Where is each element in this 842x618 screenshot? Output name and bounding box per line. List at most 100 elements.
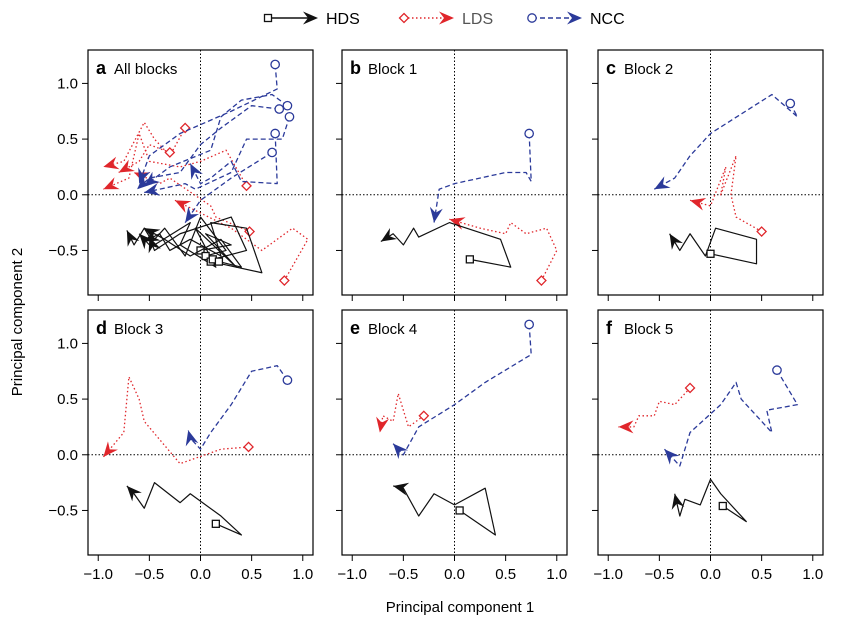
x-axis-title: Principal component 1 [386, 599, 534, 616]
trajectory-line [669, 227, 758, 265]
trajectory-line [103, 121, 186, 168]
end-arrowhead [103, 177, 120, 190]
series-lds [449, 217, 558, 286]
end-arrowhead [690, 198, 707, 211]
panel-letter: f [606, 318, 613, 338]
start-marker-diamond [179, 122, 191, 134]
panel-data [653, 93, 799, 265]
series-ncc [429, 128, 535, 223]
start-marker-circle [282, 100, 293, 111]
legend-label: NCC [590, 11, 625, 28]
trajectory-line [143, 93, 288, 187]
x-tick-label: 0.5 [495, 566, 516, 583]
end-arrowhead [567, 11, 582, 25]
panel-d: d Block 3 −1.0 −0.5 0.0 0.5 1.0 1.0 0.5 0.0 −0.5 [48, 309, 314, 583]
panel-c: c Block 2 [592, 49, 824, 301]
y-tick-label: 0.5 [57, 131, 78, 148]
x-tick-label: 0.0 [700, 566, 721, 583]
panel-name: Block 3 [114, 321, 163, 338]
x-tick-label: 0.5 [751, 566, 772, 583]
x-tick-label: −0.5 [645, 566, 675, 583]
start-marker-circle [527, 13, 537, 23]
series-hds [393, 482, 497, 536]
y-tick-label: −0.5 [48, 242, 78, 259]
end-arrowhead [138, 167, 151, 184]
end-arrowhead [144, 183, 161, 196]
trajectory-line [433, 133, 532, 223]
start-marker-diamond [398, 12, 410, 24]
x-tick-label: −1.0 [83, 566, 113, 583]
start-marker-square [455, 506, 464, 515]
end-arrowhead [103, 441, 118, 457]
series-ncc [185, 365, 293, 450]
trajectory-line [393, 485, 497, 536]
start-marker-diamond [536, 275, 547, 286]
series-hds [126, 216, 263, 274]
end-arrowhead [126, 230, 140, 247]
y-tick-label: 0.5 [57, 391, 78, 408]
series-lds [103, 121, 309, 286]
start-marker-square [211, 519, 220, 528]
trajectory-line [653, 93, 799, 190]
series-ncc [653, 93, 799, 190]
trajectory-line [174, 199, 309, 281]
end-arrowhead [439, 11, 454, 25]
start-marker-square [465, 255, 474, 264]
trajectory-line [689, 155, 762, 233]
panel-name: Block 1 [368, 61, 417, 78]
panel-data [380, 128, 558, 286]
start-marker-circle [785, 98, 796, 109]
start-marker-diamond [418, 410, 430, 422]
start-marker-circle [282, 375, 293, 386]
legend-entry-ncc: NCC [527, 11, 625, 28]
trajectory-line [136, 105, 280, 190]
start-marker-circle [270, 59, 281, 70]
end-arrowhead [449, 217, 466, 230]
end-arrowhead [185, 430, 199, 447]
panel-name: All blocks [114, 61, 177, 78]
series-ncc [136, 59, 295, 223]
legend-entry-lds: LDS [398, 11, 493, 28]
trajectory-line [118, 144, 171, 174]
trajectory-line [189, 133, 278, 185]
series-hds [126, 482, 243, 536]
end-arrowhead [103, 156, 120, 170]
start-marker-circle [772, 365, 782, 375]
y-tick-label: 0.0 [57, 447, 78, 464]
trajectory-line [618, 387, 691, 428]
series-hds [669, 227, 758, 265]
start-marker-diamond [241, 180, 252, 192]
series-hds [671, 478, 747, 523]
start-marker-diamond [164, 147, 176, 158]
y-tick-label: 0.0 [57, 187, 78, 204]
start-marker-diamond [756, 226, 768, 237]
start-marker-square [214, 257, 224, 266]
panel-a: a All blocks 1.0 0.5 0.0 −0.5 [48, 49, 314, 301]
x-tick-label: 1.0 [802, 566, 823, 583]
panel-letter: a [96, 58, 107, 78]
x-tick-label: 0.5 [241, 566, 262, 583]
start-marker-diamond [684, 382, 696, 394]
panel-name: Block 4 [368, 321, 417, 338]
trajectory-line [449, 218, 558, 281]
end-arrowhead [669, 233, 683, 250]
x-tick-label: −1.0 [593, 566, 623, 583]
x-tick-label: −1.0 [337, 566, 367, 583]
end-arrowhead [429, 206, 443, 223]
trajectory-line [379, 392, 425, 433]
y-tick-label: −0.5 [48, 502, 78, 519]
trajectory-line [148, 216, 248, 260]
start-marker-diamond [243, 441, 254, 453]
trajectory-line [674, 478, 747, 523]
panel-data [376, 319, 535, 536]
panel-f: f Block 5 −1.0 −0.5 0.0 0.5 1.0 [592, 309, 824, 583]
end-arrowhead [654, 176, 671, 190]
end-arrowhead [190, 163, 203, 180]
panel-letter: e [350, 318, 360, 338]
start-marker-circle [274, 104, 285, 114]
y-axis-title: Principal component 2 [9, 248, 26, 396]
y-tick-label: 1.0 [57, 335, 78, 352]
panel-grid: a All blocks 1.0 0.5 0.0 −0.5 b Block 1 c Block 2… [48, 49, 824, 583]
trajectory-line [126, 482, 243, 536]
